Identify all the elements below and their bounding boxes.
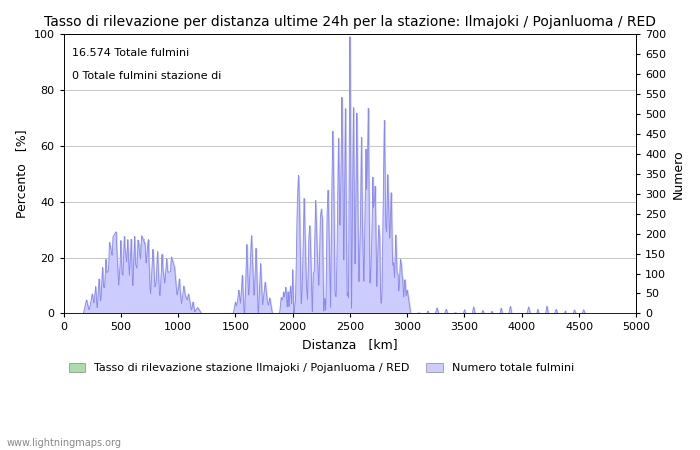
Text: www.lightningmaps.org: www.lightningmaps.org	[7, 438, 122, 448]
Y-axis label: Percento   [%]: Percento [%]	[15, 130, 28, 218]
Text: 0 Totale fulmini stazione di: 0 Totale fulmini stazione di	[72, 71, 221, 81]
X-axis label: Distanza   [km]: Distanza [km]	[302, 338, 398, 351]
Y-axis label: Numero: Numero	[672, 149, 685, 199]
Title: Tasso di rilevazione per distanza ultime 24h per la stazione: Ilmajoki / Pojanlu: Tasso di rilevazione per distanza ultime…	[44, 15, 656, 29]
Text: 16.574 Totale fulmini: 16.574 Totale fulmini	[72, 48, 190, 58]
Legend: Tasso di rilevazione stazione Ilmajoki / Pojanluoma / RED, Numero totale fulmini: Tasso di rilevazione stazione Ilmajoki /…	[64, 358, 578, 378]
